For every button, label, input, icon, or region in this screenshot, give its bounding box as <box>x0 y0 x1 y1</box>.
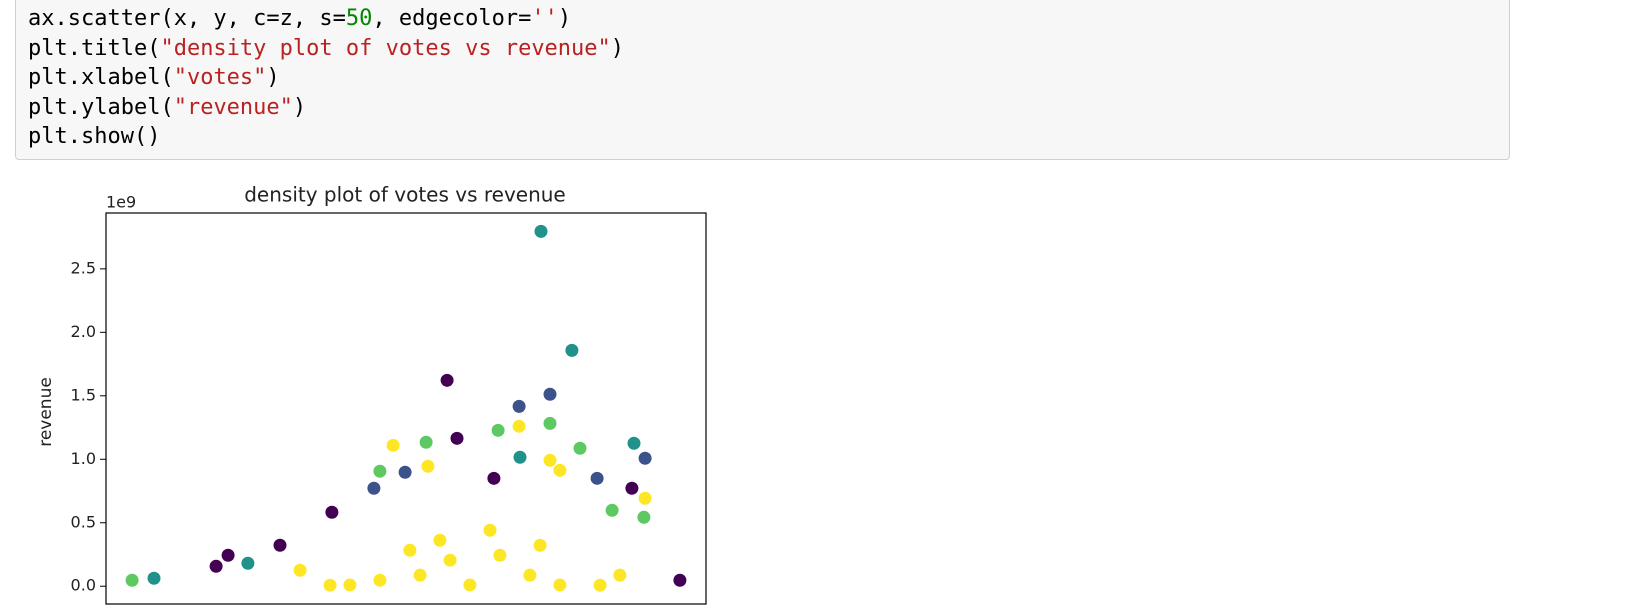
chart: density plot of votes vs revenue 1e9 rev… <box>36 183 707 605</box>
point <box>523 568 537 582</box>
code-token: "revenue" <box>173 94 293 120</box>
point <box>386 438 400 452</box>
point <box>553 463 567 477</box>
code-token: plt.show() <box>28 124 161 149</box>
point <box>605 503 619 517</box>
axes-frame <box>105 212 707 605</box>
point <box>638 491 652 505</box>
code-token: ) <box>557 6 572 31</box>
point <box>637 510 651 524</box>
point <box>673 573 687 587</box>
code-token: , edgecolor= <box>372 6 532 31</box>
point <box>483 523 497 537</box>
points <box>125 224 687 592</box>
code-line: plt.xlabel("votes") <box>28 65 280 90</box>
point <box>343 578 357 592</box>
point <box>147 571 161 585</box>
point <box>367 481 381 495</box>
point <box>487 471 501 485</box>
code-line: ax.scatter(x, y, c=z, s=50, edgecolor=''… <box>28 6 571 31</box>
point <box>491 423 505 437</box>
y-tick-label: 0.0 <box>71 576 96 595</box>
code-token: 50 <box>345 6 373 31</box>
point <box>241 556 255 570</box>
point <box>463 578 477 592</box>
y-tick-label: 2.0 <box>71 322 96 341</box>
code-token: '' <box>531 6 558 31</box>
code-token: ) <box>292 94 307 120</box>
code-cell[interactable]: ax.scatter(x, y, c=z, s=50, edgecolor=''… <box>15 0 1510 160</box>
point <box>413 568 427 582</box>
point <box>627 436 641 450</box>
point <box>293 563 307 577</box>
y-offset: 1e9 <box>106 193 136 212</box>
point <box>513 450 527 464</box>
y-axis-label: revenue <box>36 377 56 447</box>
y-tick-label: 1.0 <box>71 449 96 468</box>
code-line: plt.title("density plot of votes vs reve… <box>28 36 624 61</box>
code-line: plt.ylabel("revenue") <box>28 95 306 120</box>
point <box>638 451 652 465</box>
point <box>398 465 412 479</box>
point <box>543 387 557 401</box>
code-token: ) <box>266 65 280 90</box>
point <box>273 538 287 552</box>
point <box>440 373 454 387</box>
code-token: "votes" <box>173 65 267 90</box>
code: ax.scatter(x, y, c=z, s=50, edgecolor=''… <box>28 4 624 152</box>
point <box>512 399 526 413</box>
point <box>573 441 587 455</box>
chart-title: density plot of votes vs revenue <box>244 183 566 207</box>
y-tick-label: 1.5 <box>71 385 96 404</box>
point <box>209 559 223 573</box>
point <box>373 464 387 478</box>
point <box>553 578 567 592</box>
code-token: ) <box>610 35 625 61</box>
point <box>543 416 557 430</box>
code-line: plt.show() <box>28 124 160 149</box>
point <box>565 343 579 357</box>
point <box>512 419 526 433</box>
point <box>403 543 417 557</box>
point <box>221 548 235 562</box>
y-tick-label: 2.5 <box>71 258 96 277</box>
point <box>419 435 433 449</box>
y-tick-label: 0.5 <box>71 512 96 531</box>
point <box>543 453 557 467</box>
point <box>323 578 337 592</box>
point <box>590 471 604 485</box>
point <box>373 573 387 587</box>
code-token: plt.title( <box>28 35 161 61</box>
point <box>125 573 139 587</box>
point <box>613 568 627 582</box>
point <box>593 578 607 592</box>
code-token: "density plot of votes vs revenue" <box>160 35 611 61</box>
point <box>443 553 457 567</box>
code-token: plt.ylabel( <box>28 94 174 120</box>
point <box>534 224 548 238</box>
point <box>533 538 547 552</box>
point <box>433 533 447 547</box>
code-token: ax.scatter(x, y, c=z, s= <box>28 6 346 31</box>
point <box>421 459 435 473</box>
point <box>625 481 639 495</box>
point <box>450 431 464 445</box>
point <box>493 548 507 562</box>
point <box>325 505 339 519</box>
code-token: plt.xlabel( <box>28 65 174 90</box>
